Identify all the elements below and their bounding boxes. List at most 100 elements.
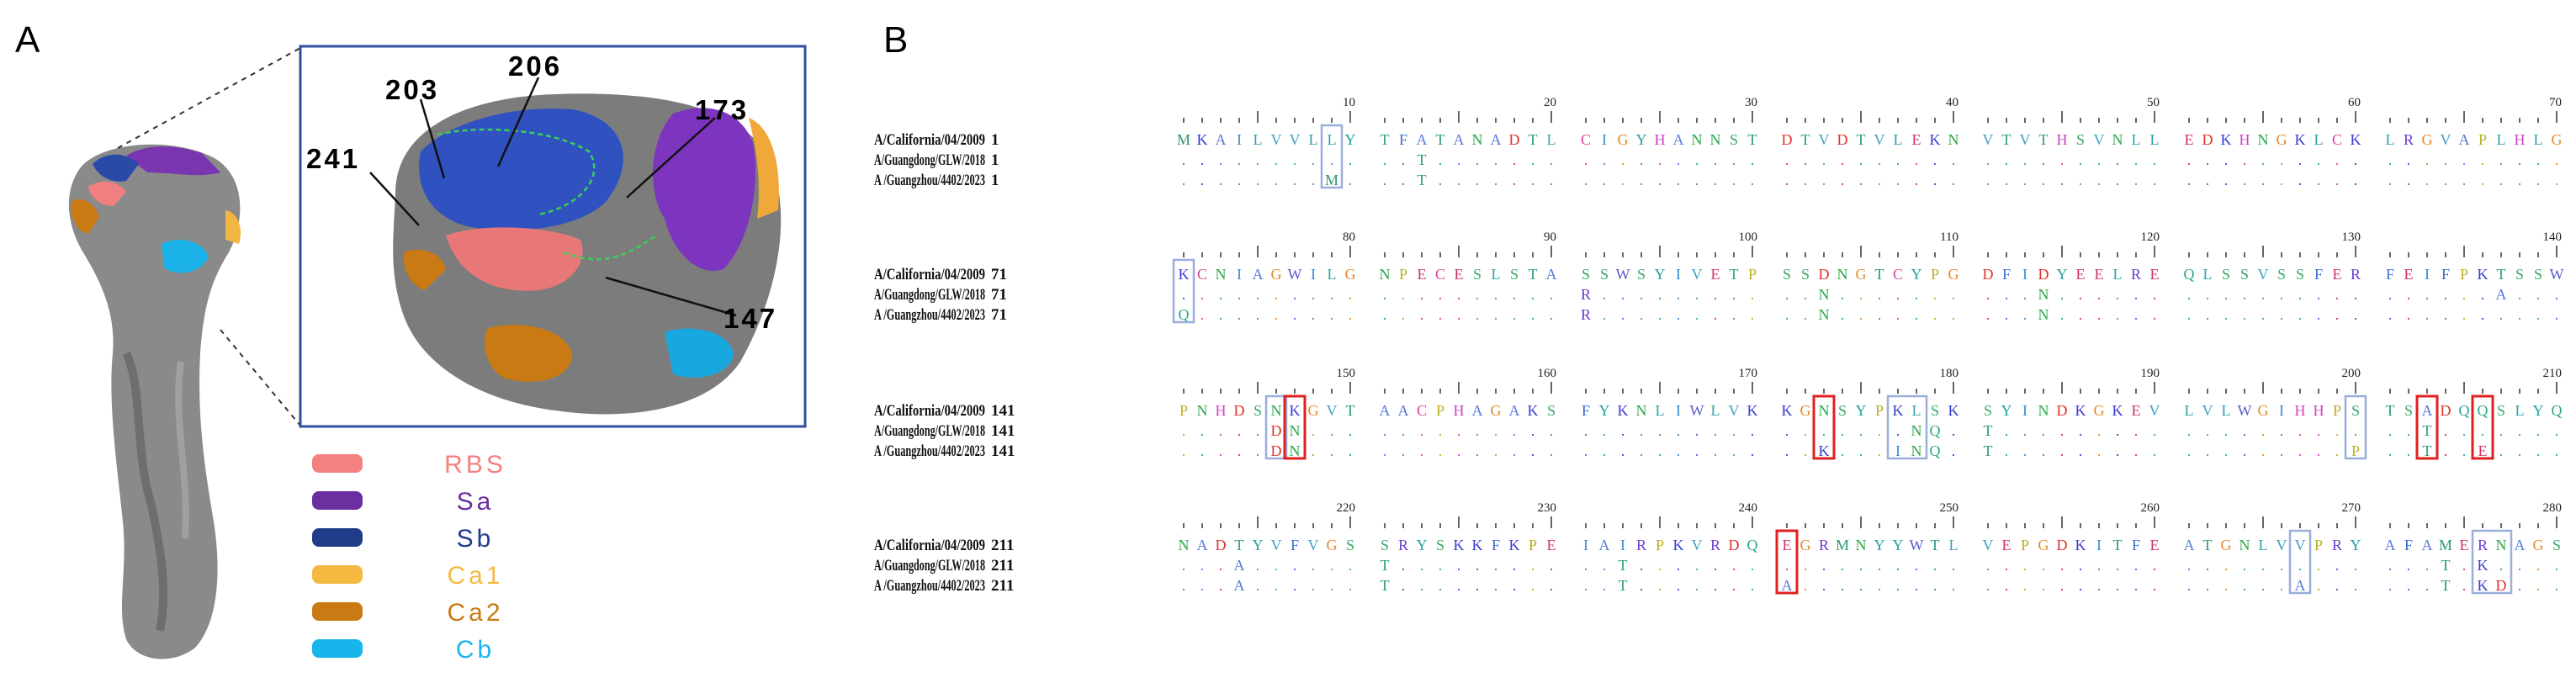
zoom-line: [117, 47, 301, 149]
site-label: 241: [306, 143, 360, 174]
position-label: 110: [1940, 230, 1959, 244]
residue-group: ..........: [2187, 557, 2358, 574]
residue-group: ..T.......: [1584, 557, 1755, 574]
position-label: 130: [2342, 230, 2361, 244]
legend-label: Sb: [457, 525, 495, 553]
residue-group: ..........: [2187, 422, 2358, 439]
highlight-box: [1172, 258, 1195, 324]
position-label: 140: [2543, 230, 2563, 244]
legend-swatch: [312, 602, 363, 621]
protein-full: [68, 144, 241, 659]
residue-group: R.........: [1581, 286, 1754, 303]
residue-group: ..........: [1584, 151, 1755, 168]
highlight-box: [1320, 124, 1344, 189]
panel-label: A: [15, 19, 40, 61]
residue-group: ...T.K....: [2388, 557, 2559, 574]
highlight-box: [1886, 394, 1928, 460]
residue-group: ..N.......: [1785, 306, 1956, 323]
start-position: 71: [991, 286, 1007, 304]
residue-group: ..........: [1986, 172, 2157, 188]
sequence-name: A/California/04/2009: [874, 131, 985, 149]
position-label: 70: [2549, 96, 2562, 109]
position-label: 230: [1538, 501, 1557, 515]
position-label: 150: [1337, 367, 1356, 380]
position-label: 20: [1544, 96, 1556, 109]
position-label: 100: [1739, 230, 1758, 244]
start-position: 141: [991, 422, 1015, 440]
residue-group: ...A......: [1182, 577, 1353, 594]
start-position: 71: [991, 266, 1007, 283]
residue-group: ...A......: [1182, 557, 1353, 574]
residue-group: ..........: [1383, 286, 1554, 303]
start-position: 1: [991, 151, 999, 169]
residue-group: ..........: [1182, 286, 1353, 303]
residue-group: ..N.......: [1785, 286, 1956, 303]
sequence-name: A/Guangdong/GLW/2018: [874, 151, 985, 169]
sequence-name: A /Guangzhou/4402/2023: [874, 306, 985, 324]
residue-group: T.........: [1381, 557, 1554, 574]
residue-group: ..T.......: [1383, 172, 1554, 188]
start-position: 141: [991, 402, 1015, 420]
highlight-box: [1283, 394, 1307, 460]
sequence-name: A /Guangzhou/4402/2023: [874, 172, 985, 189]
highlight-box: [1264, 394, 1288, 460]
protein-surface: [393, 93, 782, 415]
sequence-name: A/Guangdong/GLW/2018: [874, 557, 985, 574]
position-label: 180: [1940, 367, 1959, 380]
residue-group: ..T.......: [1383, 151, 1554, 168]
position-label: 220: [1337, 501, 1356, 515]
sequence-name: A/California/04/2009: [874, 266, 985, 283]
start-position: 71: [991, 306, 1007, 324]
arrows: [369, 77, 737, 317]
residue-group: .........P: [2187, 442, 2360, 459]
residue-group: T.........: [1984, 442, 2157, 459]
panel-label: B: [883, 19, 908, 61]
residue-group: ..T..E....: [2388, 442, 2559, 459]
position-label: 60: [2348, 96, 2361, 109]
position-label: 270: [2342, 501, 2361, 515]
site-label: 173: [695, 94, 749, 125]
position-label: 170: [1739, 367, 1758, 380]
residue-group: ..........: [1785, 151, 1956, 168]
position-label: 200: [2342, 367, 2361, 380]
highlight-box: [1812, 394, 1836, 460]
residue-group: ..........: [1182, 151, 1353, 168]
position-label: 120: [2141, 230, 2160, 244]
position-label: 160: [1538, 367, 1557, 380]
position-label: 190: [2141, 367, 2160, 380]
residue-group: ..........: [1785, 172, 1956, 188]
legend-swatch: [312, 639, 363, 658]
zoom-line: [220, 329, 301, 426]
residue-group: ..........: [2187, 286, 2358, 303]
position-label: 30: [1745, 96, 1757, 109]
residue-group: R.........: [1581, 306, 1754, 323]
residue-group: ...N......: [1986, 286, 2157, 303]
highlight-box: [2288, 529, 2312, 595]
residue-group: ..........: [1383, 442, 1554, 459]
position-label: 280: [2543, 501, 2563, 515]
highlight-box: [2344, 394, 2367, 460]
residue-group: ..........: [1986, 577, 2157, 594]
residue-group: Q.........: [1179, 306, 1353, 323]
residue-group: ..........: [1785, 557, 1956, 574]
